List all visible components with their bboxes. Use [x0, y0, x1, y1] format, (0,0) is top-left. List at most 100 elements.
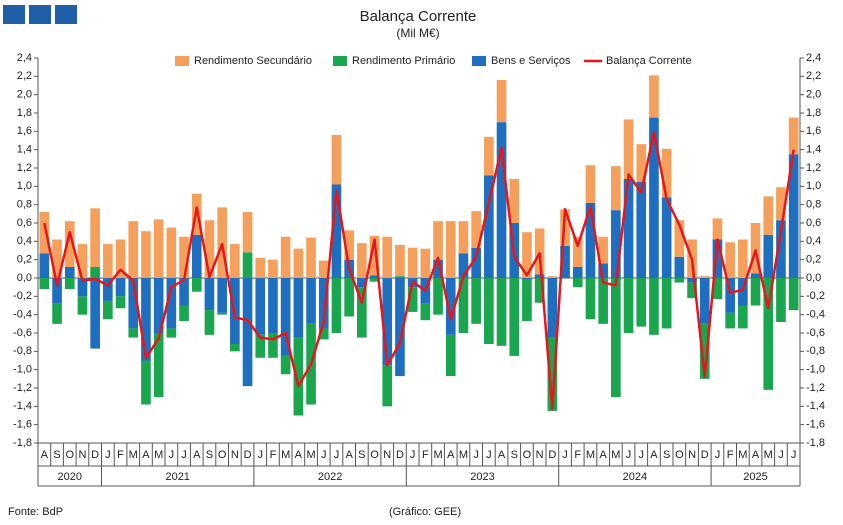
bar [598, 263, 608, 278]
y-tick-label: -0,6 [13, 327, 32, 339]
bar [103, 244, 113, 278]
credit: (Gráfico: GEE) [389, 506, 461, 518]
legend-swatch [175, 56, 189, 66]
y2-tick-label: 1,6 [806, 125, 821, 137]
bar [268, 333, 278, 358]
legend-label: Rendimento Primário [352, 55, 455, 67]
x-tick-label: J [410, 449, 416, 461]
bar [585, 165, 596, 203]
x-tick-label: J [715, 449, 721, 461]
bar [649, 278, 659, 335]
x-tick-label: A [752, 449, 760, 461]
bar [77, 278, 88, 297]
x-tick-label: J [105, 449, 111, 461]
bar [572, 267, 583, 278]
bar [738, 305, 748, 329]
bar [242, 278, 253, 387]
bar [39, 278, 50, 289]
bar [306, 278, 316, 324]
bar [623, 179, 634, 278]
bar [750, 278, 761, 306]
legend-label: Rendimento Secundário [194, 55, 312, 67]
y-tick-label: 0,4 [17, 235, 32, 247]
bar [750, 273, 761, 278]
bar [763, 234, 774, 278]
x-tick-label: D [701, 449, 709, 461]
x-tick-label: F [422, 449, 429, 461]
y2-tick-label: 2,2 [806, 70, 821, 82]
x-tick-label: D [91, 449, 99, 461]
bar [204, 310, 215, 335]
legend-swatch [472, 56, 486, 66]
x-tick-label: F [117, 449, 124, 461]
y-tick-label: -0,8 [13, 345, 32, 357]
x-tick-label: A [599, 449, 607, 461]
y2-tick-label: -0,4 [806, 309, 825, 321]
bar [649, 117, 659, 278]
bar [331, 184, 342, 278]
y2-tick-label: 0,8 [806, 199, 821, 211]
bar [661, 197, 672, 278]
bar [331, 278, 342, 333]
bar [52, 303, 62, 324]
bar [280, 236, 291, 278]
line [43, 131, 795, 411]
bar [39, 212, 50, 254]
y-tick-label: 1,2 [17, 162, 32, 174]
x-tick-label: D [548, 449, 556, 461]
bar [433, 278, 443, 315]
bar [738, 239, 748, 278]
bar [280, 355, 291, 375]
bar [344, 278, 354, 317]
bar [496, 278, 507, 346]
y2-tick-label: -0,2 [806, 290, 825, 302]
bar [395, 276, 405, 278]
bar [204, 278, 215, 311]
bar [115, 278, 126, 297]
y2-tick-label: -1,4 [806, 400, 825, 412]
bar [458, 278, 469, 333]
bar [64, 278, 75, 289]
bar [217, 278, 227, 313]
bar [179, 278, 189, 306]
y-tick-label: 1,4 [17, 144, 32, 156]
bar [661, 278, 672, 329]
x-tick-label: N [383, 449, 391, 461]
x-group-label: 2023 [470, 471, 494, 483]
x-group-label: 2020 [58, 471, 82, 483]
x-tick-label: M [154, 449, 163, 461]
x-group-label: 2024 [623, 471, 647, 483]
bar [306, 237, 316, 278]
bar [699, 276, 710, 278]
bar [712, 218, 723, 240]
x-tick-label: O [65, 449, 74, 461]
bar [585, 278, 596, 320]
x-group-label: 2022 [318, 471, 342, 483]
x-group-label: 2021 [165, 471, 189, 483]
bar [509, 278, 520, 356]
bar [141, 360, 151, 405]
bar [699, 323, 710, 379]
y2-tick-label: 2,4 [806, 52, 821, 64]
y-tick-label: 1,8 [17, 107, 32, 119]
bar [52, 239, 62, 278]
bar [369, 278, 380, 282]
bar [255, 257, 266, 278]
bar [115, 239, 126, 278]
bar [357, 278, 367, 288]
bar [611, 166, 621, 211]
bar [64, 267, 75, 278]
bar [344, 230, 354, 260]
bar [699, 278, 710, 324]
bar [191, 278, 202, 292]
bar [90, 208, 100, 267]
bar [547, 337, 558, 411]
bar [522, 279, 532, 322]
bar [598, 278, 608, 324]
y-tick-label: 2,2 [17, 70, 32, 82]
y-tick-label: -0,4 [13, 309, 32, 321]
x-tick-label: N [231, 449, 239, 461]
y2-tick-label: -1,8 [806, 437, 825, 449]
y-tick-label: -1,0 [13, 364, 32, 376]
bar [77, 296, 88, 315]
